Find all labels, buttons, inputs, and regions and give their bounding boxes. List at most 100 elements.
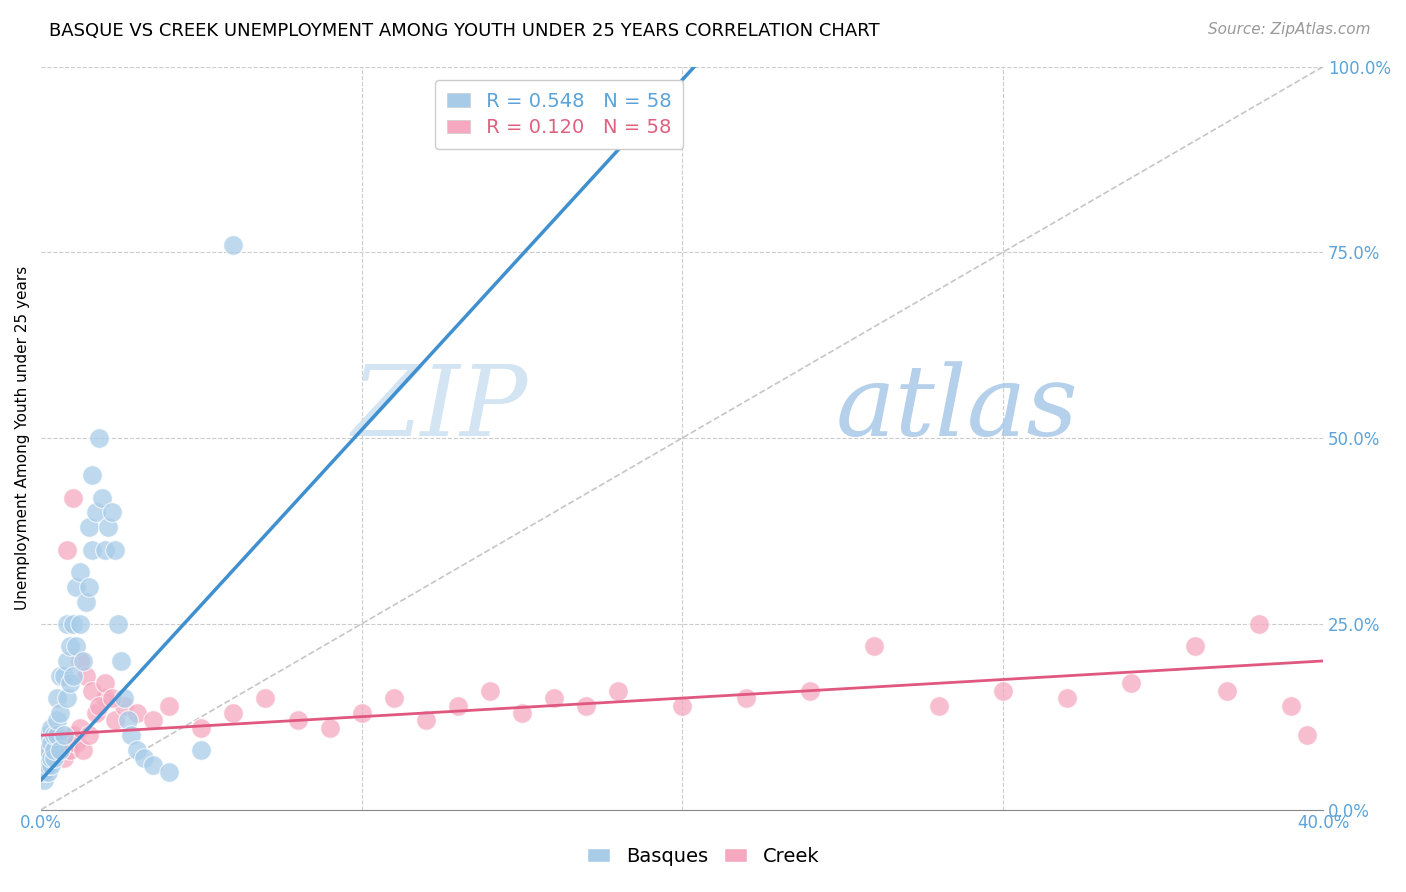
Text: atlas: atlas [837, 360, 1078, 456]
Point [447, 698, 470, 713]
Point [42, 750, 65, 764]
Point [1216, 683, 1239, 698]
Point [49, 728, 72, 742]
Point [62, 669, 84, 683]
Point [254, 691, 277, 706]
Point [72, 743, 94, 757]
Point [1119, 676, 1142, 690]
Point [55, 616, 77, 631]
Point [34, 765, 56, 780]
Point [94, 691, 117, 706]
Point [222, 238, 245, 252]
Point [1296, 728, 1319, 742]
Point [46, 728, 69, 742]
Point [62, 728, 84, 742]
Point [69, 721, 91, 735]
Point [55, 542, 77, 557]
Point [510, 706, 533, 720]
Point [39, 750, 62, 764]
Point [37, 758, 59, 772]
Point [287, 714, 309, 728]
Point [157, 765, 180, 780]
Point [46, 691, 69, 706]
Point [49, 743, 72, 757]
Point [55, 654, 77, 668]
Point [991, 683, 1014, 698]
Point [120, 728, 142, 742]
Point [100, 505, 122, 519]
Point [318, 721, 340, 735]
Point [478, 683, 501, 698]
Point [34, 750, 56, 764]
Point [415, 714, 437, 728]
Point [52, 750, 75, 764]
Point [77, 728, 100, 742]
Point [82, 542, 104, 557]
Point [37, 743, 59, 757]
Point [104, 542, 127, 557]
Point [75, 669, 97, 683]
Point [34, 758, 56, 772]
Point [42, 728, 65, 742]
Point [671, 698, 693, 713]
Point [55, 736, 77, 750]
Point [37, 743, 59, 757]
Point [59, 743, 82, 757]
Point [39, 758, 62, 772]
Point [87, 698, 110, 713]
Point [104, 714, 127, 728]
Point [34, 750, 56, 764]
Point [69, 565, 91, 579]
Point [82, 683, 104, 698]
Point [127, 706, 149, 720]
Point [114, 698, 136, 713]
Point [575, 698, 598, 713]
Y-axis label: Unemployment Among Youth under 25 years: Unemployment Among Youth under 25 years [15, 266, 30, 610]
Point [1247, 616, 1270, 631]
Point [87, 431, 110, 445]
Point [132, 750, 155, 764]
Point [46, 743, 69, 757]
Point [37, 765, 59, 780]
Point [62, 491, 84, 505]
Point [69, 654, 91, 668]
Point [110, 654, 132, 668]
Point [350, 706, 373, 720]
Point [52, 669, 75, 683]
Point [100, 691, 122, 706]
Point [382, 691, 405, 706]
Point [55, 691, 77, 706]
Point [142, 714, 165, 728]
Point [114, 691, 136, 706]
Point [117, 714, 139, 728]
Point [543, 691, 565, 706]
Point [1184, 639, 1206, 653]
Point [72, 654, 94, 668]
Point [75, 594, 97, 608]
Point [34, 765, 56, 780]
Point [77, 520, 100, 534]
Point [928, 698, 950, 713]
Point [157, 698, 180, 713]
Point [94, 542, 117, 557]
Text: BASQUE VS CREEK UNEMPLOYMENT AMONG YOUTH UNDER 25 YEARS CORRELATION CHART: BASQUE VS CREEK UNEMPLOYMENT AMONG YOUTH… [49, 22, 880, 40]
Point [190, 743, 212, 757]
Point [69, 616, 91, 631]
Point [34, 772, 56, 787]
Text: Source: ZipAtlas.com: Source: ZipAtlas.com [1208, 22, 1371, 37]
Point [1279, 698, 1302, 713]
Point [52, 728, 75, 742]
Point [59, 676, 82, 690]
Point [49, 669, 72, 683]
Point [59, 639, 82, 653]
Point [190, 721, 212, 735]
Point [37, 758, 59, 772]
Point [46, 714, 69, 728]
Legend: Basques, Creek: Basques, Creek [579, 838, 827, 873]
Legend:  R = 0.548   N = 58,  R = 0.120   N = 58: R = 0.548 N = 58, R = 0.120 N = 58 [436, 80, 683, 149]
Point [127, 743, 149, 757]
Point [607, 683, 630, 698]
Point [49, 706, 72, 720]
Point [107, 616, 129, 631]
Point [65, 580, 87, 594]
